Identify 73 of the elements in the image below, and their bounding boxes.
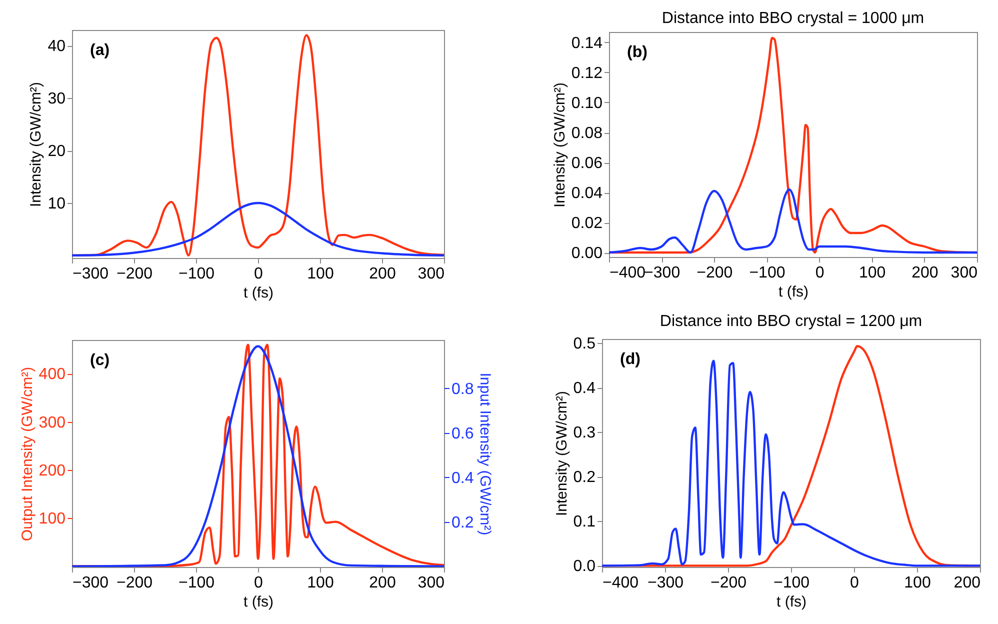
y-tick-label: 0.00 — [571, 245, 603, 262]
y-axis-title: Output Intensity (GW/cm²) — [18, 366, 36, 542]
y-axis-title: Intensity (GW/cm²) — [28, 82, 45, 208]
x-tick-label: −100 — [773, 574, 810, 592]
y-tick-label: 0.5 — [573, 336, 596, 353]
x-tick-label: 200 — [369, 266, 396, 282]
y-tick-label: 0.2 — [573, 469, 596, 486]
y-tick-label: 0.1 — [573, 514, 596, 531]
annotation: (b) — [627, 44, 648, 61]
x-tick-label: −100 — [178, 574, 215, 592]
x-tick-label: −300 — [647, 574, 684, 592]
y-tick-label: 10 — [48, 195, 66, 212]
y-axis-title: Intensity (GW/cm²) — [551, 82, 568, 208]
x-tick-label: −300 — [72, 266, 109, 282]
y-tick-label: 0.04 — [571, 185, 603, 202]
x-tick-label: −200 — [696, 264, 733, 282]
chart-title: Distance into BBO crystal = 1000 μm — [662, 10, 924, 27]
x-tick-label: −200 — [710, 574, 747, 592]
y2-tick-label: 0.6 — [452, 425, 474, 442]
x-tick-label: −400 — [610, 264, 646, 282]
x-tick-label: 100 — [859, 264, 886, 282]
x-tick-label: 0 — [254, 266, 264, 282]
y-tick-label: 0.06 — [571, 155, 603, 172]
y-tick-label: 200 — [38, 462, 66, 480]
annotation: (a) — [90, 42, 110, 59]
y-tick-label: 0.14 — [571, 35, 603, 52]
x-tick-label: −100 — [178, 266, 215, 282]
x-tick-label: 100 — [307, 266, 334, 282]
x-tick-label: 0 — [815, 264, 824, 282]
y-tick-label: 20 — [48, 143, 66, 160]
x-tick-label: −300 — [644, 264, 680, 282]
x-axis-title: t (fs) — [776, 594, 806, 610]
x-tick-label: 300 — [418, 266, 445, 282]
x-tick-label: 300 — [418, 574, 445, 592]
y-tick-label: 0.3 — [573, 424, 596, 442]
y2-axis-title: Input Intensity (GW/cm²) — [476, 372, 494, 536]
x-axis-title: t (fs) — [778, 284, 808, 300]
x-tick-label: 200 — [954, 574, 981, 592]
annotation: (d) — [620, 351, 640, 368]
y-tick-label: 0.12 — [571, 65, 603, 82]
y-axis-title: Intensity (GW/cm²) — [553, 390, 570, 516]
y-tick-label: 0.02 — [571, 215, 603, 232]
x-axis-title: t (fs) — [244, 284, 274, 302]
x-tick-label: 0 — [254, 574, 264, 592]
y-tick-label: 400 — [38, 366, 66, 384]
chart-title: Distance into BBO crystal = 1200 μm — [660, 313, 922, 330]
x-tick-label: −100 — [749, 264, 786, 282]
y-tick-label: 100 — [38, 510, 66, 528]
y2-tick-label: 0.4 — [452, 470, 474, 487]
y-tick-label: 0.4 — [573, 380, 596, 398]
line-series — [72, 34, 444, 256]
y2-tick-label: 0.8 — [452, 380, 474, 398]
y-tick-label: 40 — [48, 38, 66, 56]
x-tick-label: 100 — [904, 574, 931, 592]
x-tick-label: 200 — [369, 574, 396, 592]
y-tick-label: 0.08 — [571, 125, 603, 142]
x-tick-label: 0 — [850, 574, 860, 592]
x-tick-label: −200 — [116, 574, 153, 592]
x-axis-title: t (fs) — [244, 594, 274, 610]
y-tick-label: 0.0 — [573, 558, 596, 576]
x-tick-label: −300 — [72, 574, 109, 592]
y-tick-label: 300 — [38, 414, 66, 432]
x-tick-label: 200 — [912, 264, 938, 282]
x-tick-label: −400 — [602, 574, 639, 592]
annotation: (c) — [90, 352, 110, 369]
y2-tick-label: 0.2 — [452, 514, 474, 532]
x-tick-label: 100 — [307, 574, 334, 592]
line-series — [609, 188, 977, 254]
x-tick-label: 300 — [950, 264, 978, 282]
x-tick-label: −200 — [116, 266, 153, 282]
y-tick-label: 30 — [48, 90, 66, 108]
line-series — [72, 202, 444, 256]
y-tick-label: 0.10 — [571, 95, 603, 112]
